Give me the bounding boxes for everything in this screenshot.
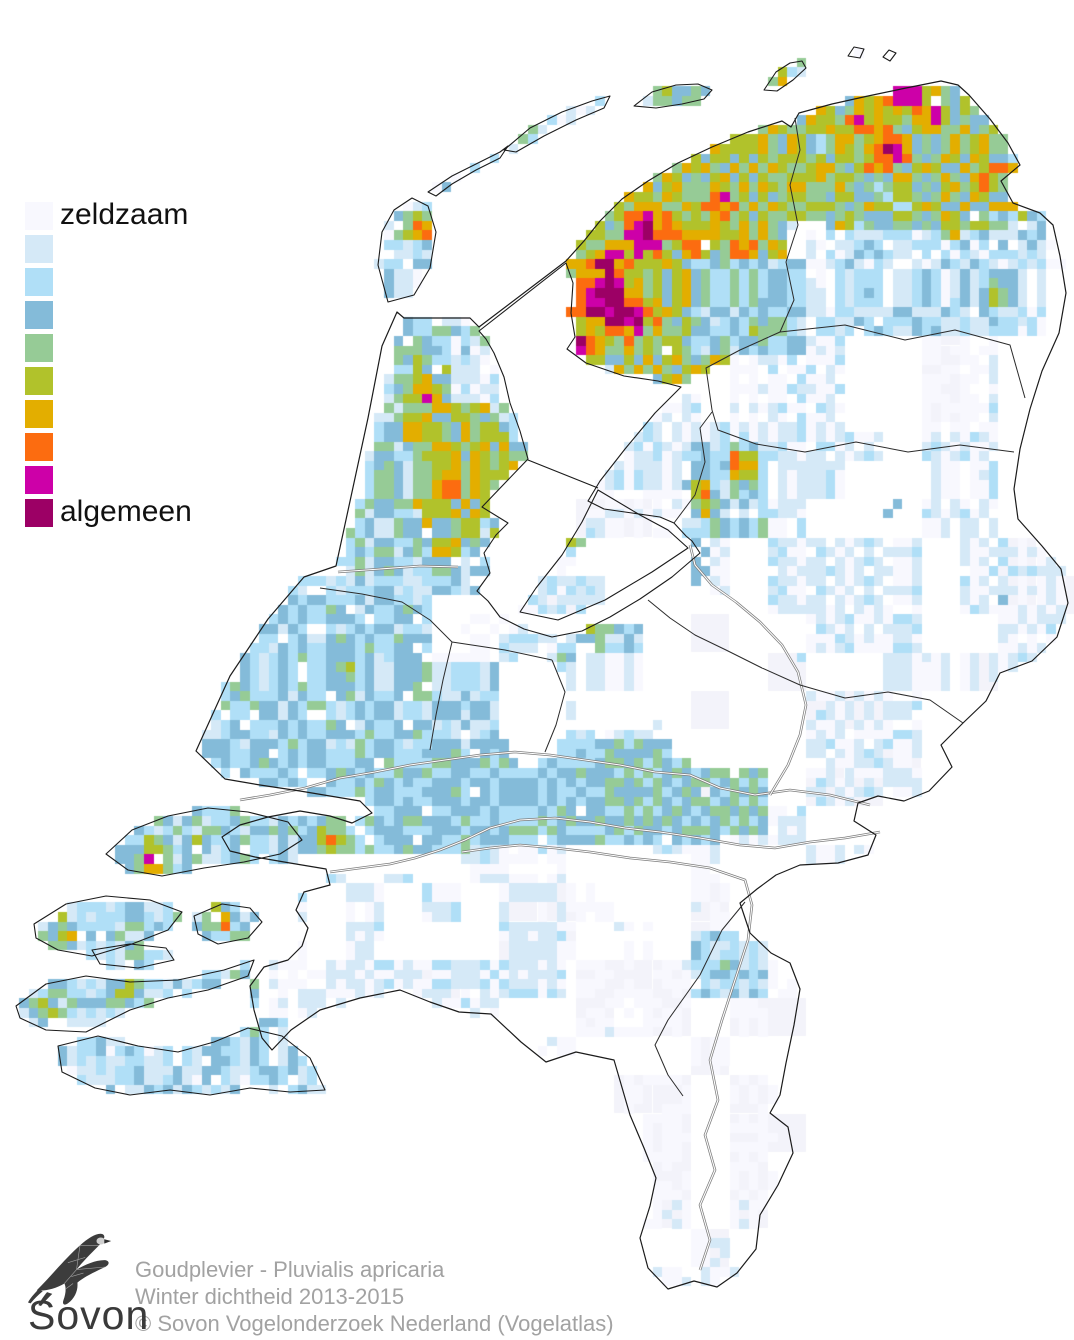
river-line (688, 544, 808, 796)
province-border (705, 331, 781, 411)
legend-swatch (25, 235, 53, 263)
island-outline-rottumerplaat (847, 46, 865, 59)
legend-swatch (25, 433, 53, 461)
province-border (544, 659, 566, 753)
island-outline-tholen (193, 903, 263, 945)
island-outline-schiermonnikoog (763, 60, 807, 92)
province-border (673, 411, 713, 524)
province-border (779, 324, 1026, 399)
caption-species: Goudplevier - Pluvialis apricaria (135, 1257, 445, 1282)
river-centerline (461, 844, 753, 1271)
province-border (711, 409, 1015, 453)
legend-swatch (25, 499, 53, 527)
island-outline-goeree (105, 807, 303, 877)
river-centerline (689, 544, 807, 796)
island-outline-vlieland (427, 145, 509, 197)
river-line (461, 843, 754, 1271)
river-line (329, 816, 881, 874)
legend-swatch (25, 334, 53, 362)
island-outline-ameland (633, 83, 713, 109)
sovon-logo-text: Sovon (28, 1292, 150, 1338)
island-outline-terschelling (503, 95, 611, 153)
ijsselmeer-coastline (476, 262, 701, 638)
island-outline-schouwen (33, 895, 183, 957)
island-outline-rottumeroog (882, 49, 897, 62)
province-border (319, 587, 453, 643)
map-caption: Goudplevier - Pluvialis apricaria Winter… (135, 1256, 614, 1337)
province-border (654, 901, 746, 1097)
legend-label-common: algemeen (60, 495, 192, 528)
province-border (779, 117, 801, 333)
island-outline-flevoland (519, 489, 689, 621)
dike-line (527, 459, 599, 489)
legend-label-rare: zeldzaam (60, 198, 189, 231)
mainland-coastline (195, 80, 1069, 1290)
island-outline-walcheren-beveland (15, 959, 255, 1033)
swallow-icon (28, 1233, 112, 1306)
caption-period: Winter dichtheid 2013-2015 (135, 1284, 405, 1309)
province-border (451, 641, 553, 661)
sovon-logo: Sovon (20, 1228, 150, 1338)
river-centerline (329, 817, 881, 873)
legend-swatch (25, 367, 53, 395)
legend-swatch (25, 301, 53, 329)
river-centerline (239, 751, 871, 806)
island-outline-noord-beveland (91, 943, 175, 969)
river-centerline (337, 565, 459, 573)
legend-swatch (25, 466, 53, 494)
legend-swatch (25, 400, 53, 428)
island-outline-texel (377, 197, 437, 303)
legend-swatch (25, 268, 53, 296)
caption-copyright: © Sovon Vogelonderzoek Nederland (Vogela… (135, 1311, 614, 1336)
island-outline-zeeuws-vlaanderen (57, 1027, 326, 1096)
province-border (429, 641, 453, 751)
legend-swatch (25, 202, 53, 230)
province-border (647, 599, 964, 724)
